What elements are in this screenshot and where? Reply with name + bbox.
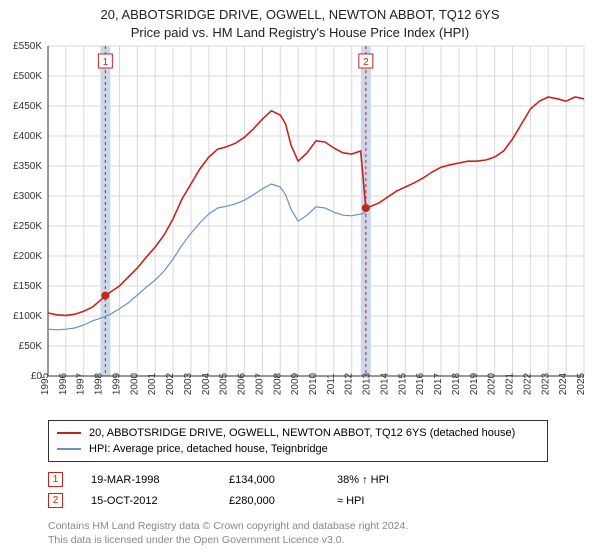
event-marker-num: 2	[53, 495, 59, 506]
legend-swatch	[57, 432, 81, 434]
event-marker-num: 1	[53, 474, 59, 485]
svg-text:£500K: £500K	[13, 71, 42, 82]
svg-text:£50K: £50K	[19, 341, 43, 352]
event-delta: 38% ↑ HPI	[337, 474, 427, 486]
svg-text:£350K: £350K	[13, 161, 42, 172]
legend-row: HPI: Average price, detached house, Teig…	[57, 441, 539, 457]
event-marker-box: 2	[48, 493, 63, 508]
svg-text:£450K: £450K	[13, 101, 42, 112]
svg-text:£550K: £550K	[13, 41, 42, 52]
event-marker-box: 1	[48, 472, 63, 487]
event-list: 1 19-MAR-1998 £134,000 38% ↑ HPI 2 15-OC…	[48, 466, 427, 508]
event-price: £134,000	[229, 474, 309, 486]
footer-line2: This data is licensed under the Open Gov…	[48, 534, 408, 548]
event-price: £280,000	[229, 495, 309, 507]
legend-label: HPI: Average price, detached house, Teig…	[89, 443, 328, 455]
svg-text:£400K: £400K	[13, 131, 42, 142]
event-date: 15-OCT-2012	[91, 495, 201, 507]
svg-text:£100K: £100K	[13, 311, 42, 322]
footer-attribution: Contains HM Land Registry data © Crown c…	[48, 520, 408, 547]
legend-swatch	[57, 448, 81, 450]
chart-area: £0£50K£100K£150K£200K£250K£300K£350K£400…	[48, 46, 584, 402]
legend-label: 20, ABBOTSRIDGE DRIVE, OGWELL, NEWTON AB…	[89, 427, 515, 439]
event-row: 2 15-OCT-2012 £280,000 ≈ HPI	[48, 493, 427, 508]
event-row: 1 19-MAR-1998 £134,000 38% ↑ HPI	[48, 472, 427, 487]
line-chart-svg: £0£50K£100K£150K£200K£250K£300K£350K£400…	[48, 46, 584, 402]
event-date: 19-MAR-1998	[91, 474, 201, 486]
svg-text:£200K: £200K	[13, 251, 42, 262]
legend: 20, ABBOTSRIDGE DRIVE, OGWELL, NEWTON AB…	[48, 420, 548, 462]
svg-text:£250K: £250K	[13, 221, 42, 232]
svg-text:£300K: £300K	[13, 191, 42, 202]
svg-text:1: 1	[103, 57, 109, 68]
chart-title-line2: Price paid vs. HM Land Registry's House …	[0, 24, 600, 42]
chart-title-block: 20, ABBOTSRIDGE DRIVE, OGWELL, NEWTON AB…	[0, 0, 600, 41]
event-delta: ≈ HPI	[337, 495, 427, 507]
legend-row: 20, ABBOTSRIDGE DRIVE, OGWELL, NEWTON AB…	[57, 425, 539, 441]
svg-text:2: 2	[363, 57, 369, 68]
svg-text:£150K: £150K	[13, 281, 42, 292]
footer-line1: Contains HM Land Registry data © Crown c…	[48, 520, 408, 534]
chart-title-line1: 20, ABBOTSRIDGE DRIVE, OGWELL, NEWTON AB…	[0, 6, 600, 24]
